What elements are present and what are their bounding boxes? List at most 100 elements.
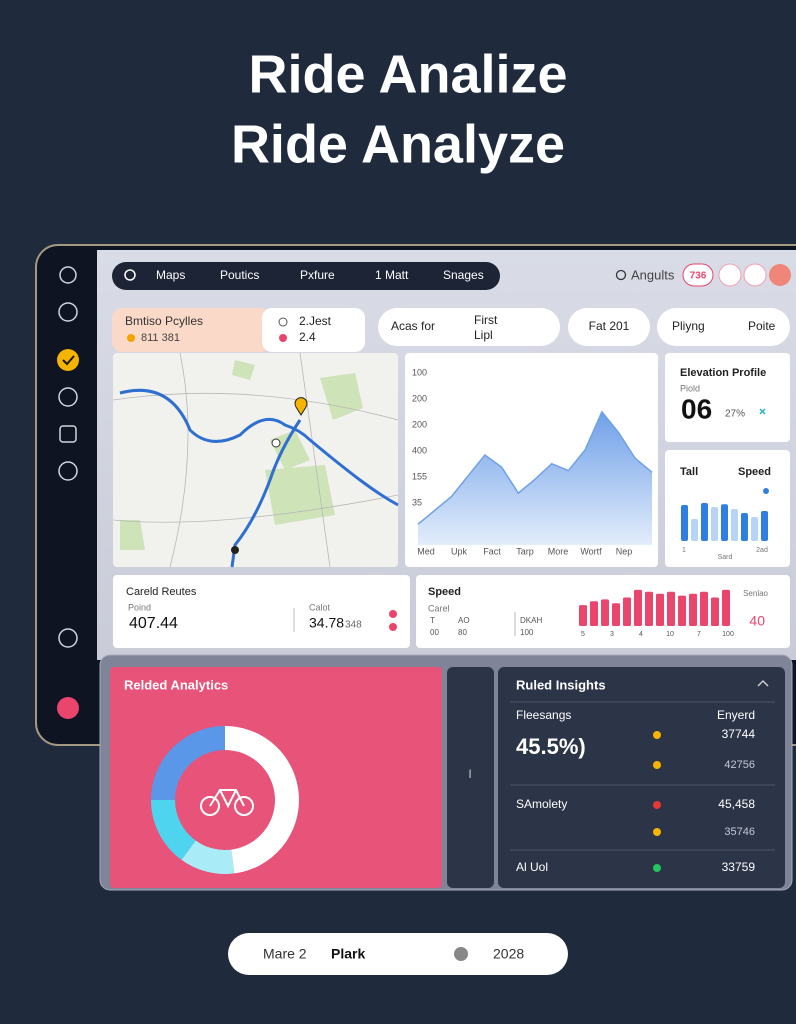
card[interactable] <box>262 308 365 352</box>
label: 407.44 <box>129 615 178 632</box>
sidebar-icon[interactable] <box>58 628 78 648</box>
waypoint[interactable] <box>271 438 281 448</box>
bar <box>711 507 718 541</box>
nav-item[interactable]: Poutics <box>220 268 259 282</box>
label: Fleesangs <box>516 708 571 722</box>
sidebar-icon[interactable] <box>58 387 78 407</box>
notify-button[interactable] <box>743 263 767 287</box>
insight-value: 45,458 <box>718 797 755 811</box>
title: Ride Analize <box>248 44 567 104</box>
x-tick-label: More <box>548 546 569 556</box>
side-tab[interactable] <box>447 667 494 888</box>
card[interactable] <box>657 308 790 346</box>
card[interactable] <box>568 308 650 346</box>
insight-dividers <box>510 701 775 851</box>
label: Relded Analytics <box>124 677 228 692</box>
nav-item[interactable]: Pxfure <box>300 268 335 282</box>
label: 100 <box>520 628 534 637</box>
check-icon <box>62 355 75 366</box>
label: Acas for <box>391 319 435 333</box>
x-tick-label: 4 <box>639 631 643 638</box>
bar <box>691 519 698 541</box>
footer-item[interactable]: Plark <box>331 946 365 962</box>
waypoint[interactable] <box>231 546 239 554</box>
x-tick-label: Fact <box>483 546 501 556</box>
bar <box>751 517 758 541</box>
sidebar-icon[interactable] <box>59 425 77 443</box>
x-tick-label: Wortf <box>580 546 602 556</box>
label: Senlao <box>743 589 768 598</box>
label: Calot <box>309 602 331 612</box>
avatar[interactable] <box>769 264 791 286</box>
footer-item[interactable]: Mare 2 <box>263 946 307 962</box>
dot <box>127 334 135 342</box>
label: Enyerd <box>717 708 755 722</box>
share-button[interactable] <box>718 263 742 287</box>
bar <box>667 591 675 626</box>
bar <box>678 595 686 626</box>
status-dot <box>653 761 661 769</box>
dot <box>389 623 397 631</box>
label: 348 <box>345 620 362 631</box>
x-tick-label: Med <box>417 546 435 556</box>
elevation-card <box>665 353 790 442</box>
label: Carel <box>428 603 450 613</box>
status-dot <box>653 828 661 836</box>
sidebar-icon[interactable] <box>58 461 78 481</box>
side-tab-label[interactable]: I <box>468 767 471 781</box>
footer-item[interactable]: 2028 <box>493 946 524 962</box>
insight-value: 37744 <box>722 727 756 741</box>
label: 34.78 <box>309 615 344 631</box>
bar <box>579 605 587 626</box>
sidebar-icon[interactable] <box>58 302 78 322</box>
sidebar-icon[interactable] <box>59 266 77 284</box>
x-tick-label: 1 <box>682 547 686 554</box>
bar <box>612 603 620 626</box>
route <box>230 419 302 568</box>
bike-icon <box>200 789 254 816</box>
nav-item[interactable]: Maps <box>156 268 185 282</box>
badge[interactable] <box>682 263 714 287</box>
y-tick-label: 400 <box>412 445 427 455</box>
y-tick-label: 155 <box>412 471 427 481</box>
footer-icon[interactable] <box>454 947 468 961</box>
card[interactable] <box>112 308 270 352</box>
label: Speed <box>428 586 461 598</box>
bar <box>656 593 664 626</box>
x-tick-label: 10 <box>666 631 674 638</box>
status-dot <box>653 801 661 809</box>
map-pin[interactable] <box>294 397 308 416</box>
y-tick-label: 200 <box>412 393 427 403</box>
x-tick-label: Upk <box>451 546 468 556</box>
collapse-icon[interactable] <box>757 679 769 687</box>
bar <box>721 504 728 541</box>
label: 80 <box>458 628 467 637</box>
nav-item[interactable]: Snages <box>443 268 484 282</box>
label: First <box>474 313 498 327</box>
search-icon[interactable] <box>615 269 627 281</box>
sidebar-alert[interactable] <box>57 697 79 719</box>
y-tick-label: 35 <box>412 497 422 507</box>
bar <box>590 601 598 626</box>
card[interactable] <box>378 308 560 346</box>
label: 40 <box>749 613 765 629</box>
y-tick-label: 200 <box>412 419 427 429</box>
insight-value: 33759 <box>722 860 756 874</box>
dot <box>279 334 287 342</box>
y-tick-label: 100 <box>412 367 427 377</box>
search-icon[interactable] <box>124 269 136 281</box>
label: Al Uol <box>516 860 548 874</box>
bar <box>731 509 738 541</box>
label: Poind <box>128 602 151 612</box>
dot <box>278 317 288 327</box>
x-tick-label: 2ad <box>756 547 768 554</box>
x-tick-label: 7 <box>697 631 701 638</box>
nav-item[interactable]: 1 Matt <box>375 268 409 282</box>
label: DKAH <box>520 616 542 625</box>
label: 00 <box>430 628 439 637</box>
search-label[interactable]: Angults <box>631 267 675 282</box>
sidebar-active[interactable] <box>57 349 79 371</box>
label: Elevation Profile <box>680 367 766 379</box>
insight-value: 35746 <box>724 826 755 838</box>
